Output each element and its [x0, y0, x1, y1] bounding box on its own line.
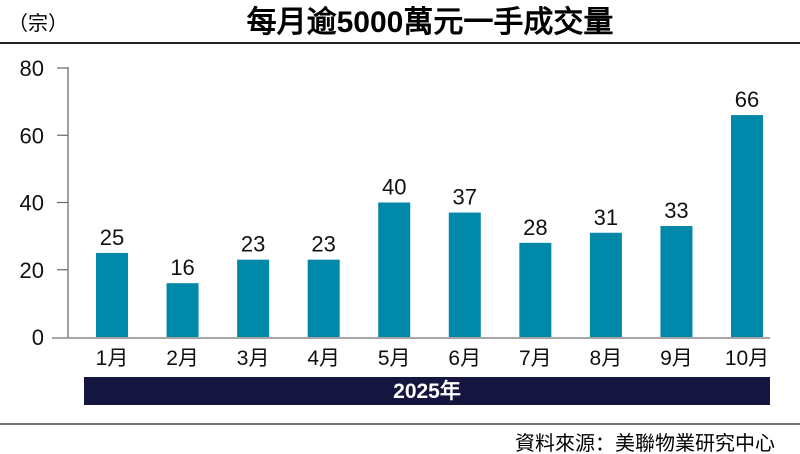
x-tick-label: 4月	[307, 347, 340, 370]
y-tick-label: 80	[20, 56, 44, 81]
data-label: 66	[735, 87, 759, 112]
x-tick-label: 1月	[96, 347, 129, 370]
bar-6月	[448, 212, 481, 337]
x-tick-label: 9月	[660, 347, 693, 370]
x-tick-label: 8月	[590, 347, 623, 370]
x-tick-label: 3月	[237, 347, 270, 370]
x-tick-label: 10月	[725, 347, 769, 370]
chart-title: 每月逾5000萬元一手成交量	[247, 5, 614, 39]
data-label: 23	[311, 232, 335, 257]
data-label: 23	[241, 232, 265, 257]
bar-2月	[166, 283, 199, 337]
data-label: 25	[100, 225, 124, 250]
bar-10月	[731, 115, 763, 337]
x-tick-label: 2月	[166, 347, 199, 370]
bar-1月	[96, 252, 128, 337]
bar-5月	[378, 202, 411, 337]
bar-3月	[237, 259, 270, 337]
data-label: 37	[453, 185, 477, 210]
y-tick-label: 0	[32, 325, 44, 350]
y-tick-label: 60	[20, 123, 44, 148]
bar-4月	[307, 259, 340, 337]
y-unit-label: （宗）	[8, 12, 68, 35]
x-axis-year-label: 2025年	[393, 379, 461, 403]
data-label: 40	[382, 175, 406, 200]
source-note: 資料來源：美聯物業研究中心	[515, 432, 775, 454]
bar-7月	[519, 242, 552, 337]
y-tick-label: 20	[20, 258, 44, 283]
x-tick-label: 6月	[448, 347, 481, 370]
bar-9月	[660, 226, 693, 337]
data-label: 16	[170, 255, 194, 280]
data-label: 31	[594, 205, 618, 230]
year-band	[84, 377, 770, 405]
x-tick-label: 7月	[519, 347, 552, 370]
y-tick-label: 40	[20, 191, 44, 216]
data-label: 28	[523, 215, 547, 240]
bar-8月	[589, 232, 622, 337]
data-label: 33	[664, 198, 688, 223]
x-tick-label: 5月	[378, 347, 411, 370]
